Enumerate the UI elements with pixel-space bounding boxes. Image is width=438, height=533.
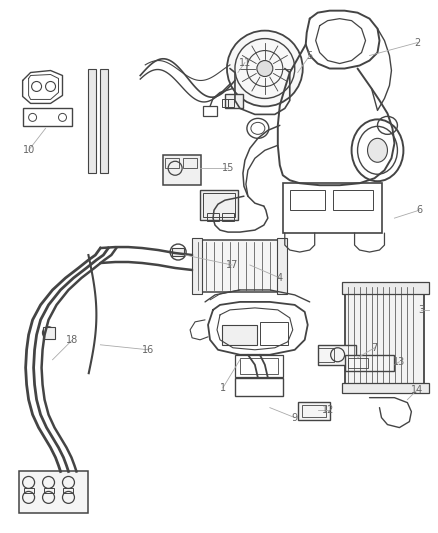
Text: 2: 2: [414, 38, 420, 47]
Bar: [88, 69, 96, 173]
Bar: [235, 378, 283, 395]
Text: 14: 14: [411, 385, 424, 394]
Text: 16: 16: [142, 345, 154, 355]
Bar: [222, 325, 257, 345]
Text: 5: 5: [307, 51, 313, 61]
Bar: [345, 285, 424, 385]
Text: 18: 18: [66, 335, 78, 345]
Bar: [24, 488, 34, 494]
Bar: [283, 183, 382, 233]
Circle shape: [227, 30, 303, 107]
Text: 4: 4: [277, 273, 283, 283]
Bar: [225, 94, 243, 108]
Bar: [183, 158, 197, 168]
Circle shape: [257, 61, 273, 77]
Bar: [342, 282, 429, 294]
Text: 1: 1: [220, 383, 226, 393]
Text: 12: 12: [321, 405, 334, 415]
Bar: [332, 190, 372, 210]
Text: 3: 3: [418, 305, 424, 315]
Bar: [200, 190, 238, 220]
Text: 15: 15: [222, 163, 234, 173]
Bar: [228, 100, 234, 108]
Bar: [42, 327, 54, 339]
Bar: [277, 238, 287, 294]
Bar: [240, 358, 278, 374]
Text: 6: 6: [416, 205, 422, 215]
Bar: [195, 240, 280, 292]
Text: 9: 9: [292, 413, 298, 423]
Text: 11: 11: [239, 58, 251, 68]
Bar: [23, 108, 72, 126]
Bar: [345, 355, 395, 371]
Bar: [172, 248, 184, 256]
Bar: [298, 402, 330, 419]
Bar: [318, 345, 356, 365]
Bar: [203, 193, 235, 217]
Bar: [203, 107, 217, 116]
Bar: [43, 488, 53, 494]
Bar: [342, 383, 429, 393]
Ellipse shape: [367, 139, 388, 162]
Bar: [290, 190, 325, 210]
Bar: [222, 100, 228, 108]
Bar: [207, 213, 219, 221]
Bar: [192, 238, 202, 294]
Bar: [165, 158, 179, 168]
Bar: [19, 472, 88, 513]
Text: 7: 7: [371, 343, 378, 353]
Bar: [163, 155, 201, 185]
Bar: [222, 213, 234, 221]
Bar: [260, 322, 288, 345]
Bar: [100, 69, 108, 173]
Text: 17: 17: [226, 260, 238, 270]
Text: 10: 10: [22, 146, 35, 155]
Bar: [302, 405, 326, 417]
Bar: [64, 488, 74, 494]
Bar: [318, 348, 334, 362]
Bar: [235, 355, 283, 377]
Text: 13: 13: [393, 357, 406, 367]
Bar: [348, 358, 367, 368]
